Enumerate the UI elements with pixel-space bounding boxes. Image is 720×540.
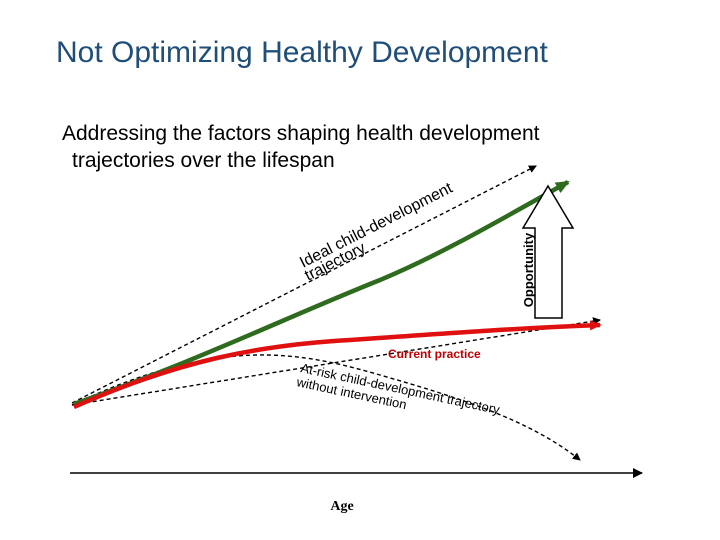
opportunity-label: Opportunity [521, 232, 536, 307]
at-risk-dashed-curve [71, 354, 581, 461]
age-axis-label: Age [330, 499, 353, 514]
opportunity-arrow [521, 184, 575, 319]
ideal-upper-dashed-line [71, 165, 537, 404]
ideal-trajectory-curve [73, 180, 570, 407]
subtitle-line-2: trajectories over the lifespan [72, 149, 335, 172]
current-practice-curve [73, 320, 602, 410]
slide-subtitle: Addressing the factors shaping health de… [62, 120, 539, 174]
current-practice-label: Current practice [388, 347, 481, 361]
subtitle-line-1: Addressing the factors shaping health de… [62, 122, 540, 145]
middle-dashed-line [71, 317, 601, 406]
slide-title: Not Optimizing Healthy Development [56, 36, 548, 69]
